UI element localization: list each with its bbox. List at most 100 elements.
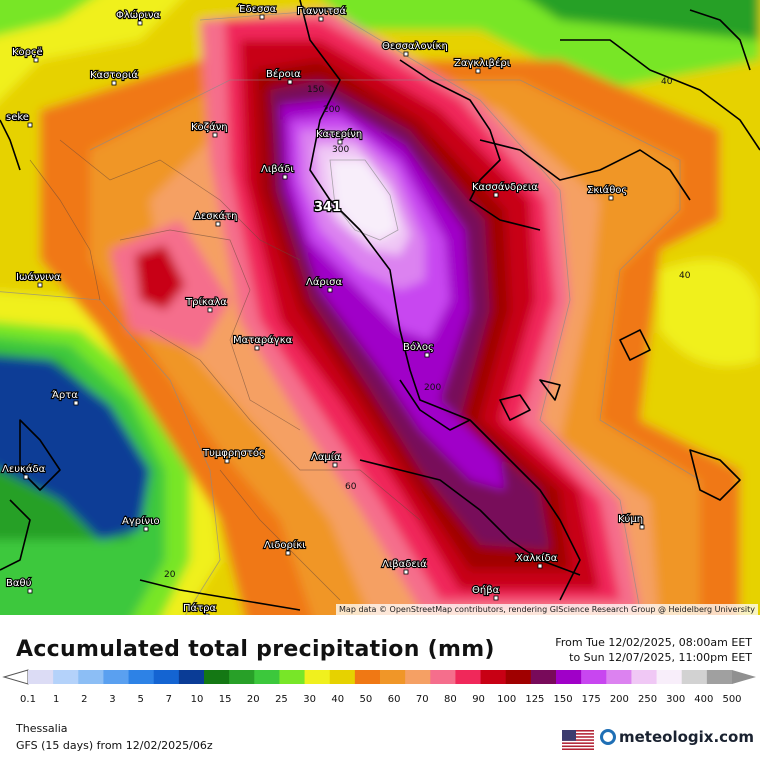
place-label: Ιωάννινα — [16, 271, 61, 283]
legend-tick-label: 200 — [610, 694, 629, 705]
place-label: Κατερίνη — [316, 128, 362, 140]
place-marker — [493, 595, 499, 601]
period-from: From Tue 12/02/2025, 08:00am EET — [555, 636, 752, 649]
place-marker — [215, 221, 221, 227]
place-label: Λάρισα — [306, 276, 343, 288]
place-marker — [212, 132, 218, 138]
place-label: Κοζάνη — [191, 121, 228, 133]
legend-swatch — [178, 670, 205, 684]
place-label: Θήβα — [472, 584, 500, 596]
legend-swatch — [78, 670, 104, 684]
place-marker — [137, 20, 143, 26]
contour-label: 40 — [661, 77, 673, 87]
place-label: Τρίκαλα — [185, 296, 227, 308]
legend-swatch — [480, 670, 507, 684]
legend-swatch — [656, 670, 683, 684]
legend-swatch — [229, 670, 255, 684]
region-label: Thessalia — [16, 722, 68, 735]
place-marker — [327, 287, 333, 293]
place-marker — [424, 352, 430, 358]
contour-label: 300 — [332, 145, 349, 155]
legend-tick-label: 150 — [553, 694, 572, 705]
legend-tick-label: 2 — [81, 694, 87, 705]
place-label: Ματαράγκα — [233, 334, 293, 346]
legend-tick-label: 10 — [191, 694, 204, 705]
precipitation-map[interactable]: Φλώρινα Έδεσσα Γιαννιτσά Κορçë Θεσσαλονίκη Ζα… — [0, 0, 760, 615]
place-marker — [287, 79, 293, 85]
period-to: to Sun 12/07/2025, 11:00pm EET — [569, 651, 752, 664]
place-label: Καστοριά — [90, 69, 138, 81]
place-label: Έδεσσα — [237, 3, 277, 15]
footer-panel: Accumulated total precipitation (mm) Fro… — [0, 615, 760, 760]
us-flag-icon[interactable] — [562, 730, 594, 750]
place-marker — [27, 588, 33, 594]
legend-min-arrow — [2, 669, 29, 685]
legend-tick-label: 175 — [582, 694, 601, 705]
admin-boundaries — [29, 139, 421, 601]
place-marker — [537, 563, 543, 569]
legend-ticks: 0.1 1 2 3 5 7 10 15 20 25 30 40 50 60 70 80 90 100 125 150 1… — [20, 694, 742, 705]
legend-swatch — [53, 670, 79, 684]
legend-tick-label: 125 — [525, 694, 544, 705]
place-label: seke — [6, 112, 29, 123]
legend-tick-label: 70 — [416, 694, 429, 705]
place-marker — [33, 57, 39, 63]
place-label: Βόλος — [403, 341, 434, 353]
legend-swatch — [556, 670, 582, 684]
place-marker — [111, 80, 117, 86]
precipitation-field — [0, 0, 760, 615]
place-marker — [318, 16, 324, 22]
legend-tick-label: 15 — [219, 694, 232, 705]
contour-labels: 150 200 300 200 40 40 60 20 — [164, 77, 691, 580]
place-marker — [608, 195, 614, 201]
legend-swatch — [405, 670, 431, 684]
legend-tick-label: 3 — [109, 694, 115, 705]
legend-swatch — [204, 670, 230, 684]
color-legend: 0.1 1 2 3 5 7 10 15 20 25 30 40 50 60 70 80 90 100 125 150 1… — [2, 669, 756, 705]
legend-swatch — [354, 670, 381, 684]
legend-color-bar — [2, 669, 756, 685]
brand-logo[interactable]: meteologix.com — [600, 728, 754, 746]
legend-max-arrow — [732, 670, 756, 684]
place-marker — [493, 192, 499, 198]
place-label: Κασσάνδρεια — [472, 181, 538, 193]
place-marker — [475, 68, 481, 74]
contour-label: 200 — [323, 105, 340, 115]
contour-label: 150 — [307, 85, 324, 95]
place-labels: Φλώρινα Έδεσσα Γιαννιτσά Κορçë Θεσσαλονίκη Ζα… — [1, 2, 645, 615]
legend-swatch — [606, 670, 632, 684]
place-label: Φλώρινα — [116, 9, 160, 21]
legend-swatch — [681, 670, 708, 684]
legend-swatch — [455, 670, 482, 684]
place-label: Θεσσαλονίκη — [382, 40, 448, 52]
place-marker — [27, 122, 33, 128]
legend-tick-label: 30 — [303, 694, 316, 705]
legend-tick-label: 5 — [137, 694, 143, 705]
legend-swatch — [128, 670, 155, 684]
place-marker — [285, 550, 291, 556]
place-marker — [254, 345, 260, 351]
legend-swatch — [279, 670, 306, 684]
place-label: Βαθύ — [6, 577, 32, 589]
place-label: Σκιάθος — [587, 184, 627, 196]
place-marker — [403, 51, 409, 57]
legend-tick-label: 100 — [497, 694, 516, 705]
meteologix-logo-icon — [600, 729, 616, 745]
legend-tick-label: 25 — [275, 694, 288, 705]
contour-label: 200 — [424, 383, 441, 393]
legend-swatch — [631, 670, 658, 684]
contour-label: 60 — [345, 482, 357, 492]
contour-label: 20 — [164, 570, 176, 580]
place-label: Λιδορίκι — [264, 539, 306, 551]
model-info: GFS (15 days) from 12/02/2025/06z — [16, 739, 213, 752]
place-label: Πάτρα — [183, 602, 216, 614]
place-label: Λιβάδι — [261, 163, 294, 175]
legend-swatch — [581, 670, 607, 684]
place-label: Τυμφρηστός — [202, 447, 265, 459]
place-label: Λιβαδειά — [382, 558, 427, 570]
legend-tick-label: 500 — [722, 694, 741, 705]
legend-tick-label: 7 — [166, 694, 172, 705]
forecast-period: From Tue 12/02/2025, 08:00am EET to Sun … — [555, 635, 752, 665]
coastlines — [0, 0, 760, 611]
legend-tick-label: 50 — [360, 694, 373, 705]
